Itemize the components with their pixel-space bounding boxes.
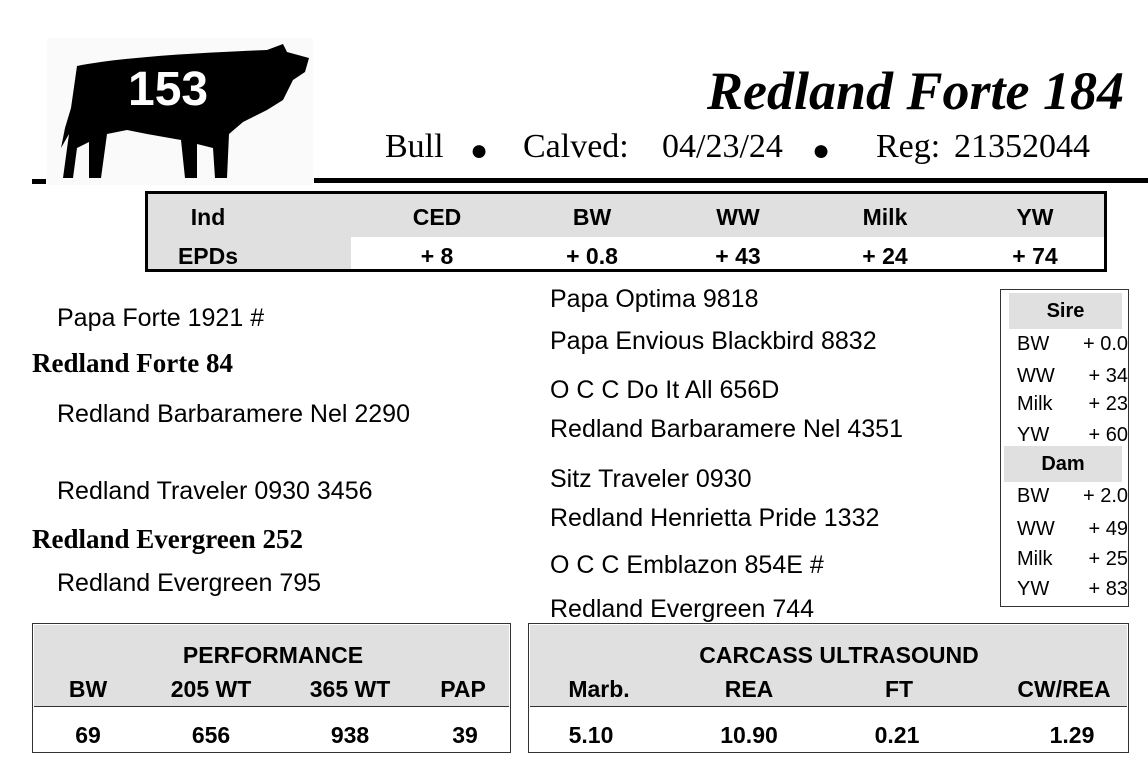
epd-value: + 83 xyxy=(1088,578,1128,600)
reg-label: Reg: xyxy=(876,128,941,165)
epd-header: YW xyxy=(1016,204,1054,230)
column-header: 365 WT xyxy=(309,676,391,702)
cell-value: 938 xyxy=(330,722,370,748)
epd-label: WW xyxy=(1017,518,1055,540)
bull-silhouette-image xyxy=(47,38,313,185)
sire-sire: Papa Forte 1921 # xyxy=(57,304,265,332)
column-header: FT xyxy=(884,676,914,702)
sire-dam-epd-box: Sire BW + 0.0 WW + 34 Milk + 23 YW + 60 Dam … xyxy=(1000,289,1129,607)
epd-value: + 8 xyxy=(420,243,454,269)
epd-value: + 0.0 xyxy=(1082,333,1128,355)
cell-value: 656 xyxy=(191,722,231,748)
column-header: BW xyxy=(68,676,108,702)
sex: Bull xyxy=(385,128,444,165)
epd-label: BW xyxy=(1017,333,1050,355)
column-header: 205 WT xyxy=(170,676,252,702)
epd-value: + 2.0 xyxy=(1082,485,1128,507)
performance-table: PERFORMANCE BW 205 WT 365 WT PAP 69 656 … xyxy=(32,623,511,753)
dam: Redland Evergreen 252 xyxy=(32,524,303,554)
calved-label: Calved: xyxy=(523,128,629,165)
epd-value: + 34 xyxy=(1088,365,1128,387)
cell-value: 10.90 xyxy=(720,722,778,748)
epd-label: BW xyxy=(1017,485,1050,507)
epd-value: + 25 xyxy=(1088,548,1128,570)
epd-header: BW xyxy=(572,204,612,230)
third-gen-ancestor: Redland Evergreen 744 xyxy=(550,595,815,623)
carcass-ultrasound-table: CARCASS ULTRASOUND Marb. REA FT CW/REA 5… xyxy=(528,623,1129,753)
third-gen-ancestor: Papa Envious Blackbird 8832 xyxy=(550,327,877,355)
epd-header: Milk xyxy=(862,204,908,230)
third-gen-ancestor: Redland Barbaramere Nel 4351 xyxy=(550,415,903,443)
third-gen-ancestor: O C C Do It All 656D xyxy=(550,376,780,404)
third-gen-ancestor: Papa Optima 9818 xyxy=(550,285,759,313)
reg-number: 21352044 xyxy=(954,128,1090,165)
cell-value: 69 xyxy=(75,722,101,748)
sire: Redland Forte 84 xyxy=(32,348,233,378)
epd-header: CED xyxy=(412,204,462,230)
bullet-icon: ● xyxy=(812,134,831,167)
cell-value: 1.29 xyxy=(1049,722,1095,748)
epd-row-label: Ind xyxy=(190,204,226,230)
epd-value: + 74 xyxy=(1012,243,1058,269)
third-gen-ancestor: Sitz Traveler 0930 xyxy=(550,465,752,493)
divider xyxy=(32,179,46,184)
lot-number: 153 xyxy=(128,63,209,116)
column-header: CW/REA xyxy=(1017,676,1111,702)
cell-value: 39 xyxy=(452,722,478,748)
epd-value: + 49 xyxy=(1088,518,1128,540)
performance-title: PERFORMANCE xyxy=(182,642,364,668)
third-gen-ancestor: O C C Emblazon 854E # xyxy=(550,551,824,579)
epd-label: WW xyxy=(1017,365,1055,387)
column-header: PAP xyxy=(440,676,486,702)
dam-sire: Redland Traveler 0930 3456 xyxy=(57,477,373,505)
epd-value: + 43 xyxy=(715,243,761,269)
column-header: Marb. xyxy=(568,676,630,702)
bull-icon xyxy=(61,44,309,178)
epd-value: + 0.8 xyxy=(566,243,618,269)
divider xyxy=(314,178,1148,183)
epd-label: YW xyxy=(1017,424,1050,446)
epd-value: + 60 xyxy=(1088,424,1128,446)
cell-value: 5.10 xyxy=(568,722,614,748)
dam-dam: Redland Evergreen 795 xyxy=(57,569,322,597)
epd-label: Milk xyxy=(1017,393,1053,415)
cell-value: 0.21 xyxy=(874,722,920,748)
epd-table: Ind EPDs CED BW WW Milk YW + 8 + 0.8 + 4… xyxy=(145,191,1107,272)
epd-value: + 24 xyxy=(862,243,908,269)
sire-epd-header: Sire xyxy=(1009,293,1122,329)
column-header: REA xyxy=(724,676,774,702)
animal-name-title: Redland Forte 184 xyxy=(706,61,1124,121)
epd-label: Milk xyxy=(1017,548,1053,570)
epd-value: + 23 xyxy=(1088,393,1128,415)
third-gen-ancestor: Redland Henrietta Pride 1332 xyxy=(550,504,880,532)
epd-header: WW xyxy=(716,204,760,230)
sire-dam: Redland Barbaramere Nel 2290 xyxy=(57,400,410,428)
dam-epd-header: Dam xyxy=(1004,446,1122,482)
bullet-icon: ● xyxy=(470,134,489,167)
epd-row-label: EPDs xyxy=(177,243,239,269)
carcass-title: CARCASS ULTRASOUND xyxy=(699,642,979,668)
calved-date: 04/23/24 xyxy=(662,128,783,165)
epd-label: YW xyxy=(1017,578,1050,600)
